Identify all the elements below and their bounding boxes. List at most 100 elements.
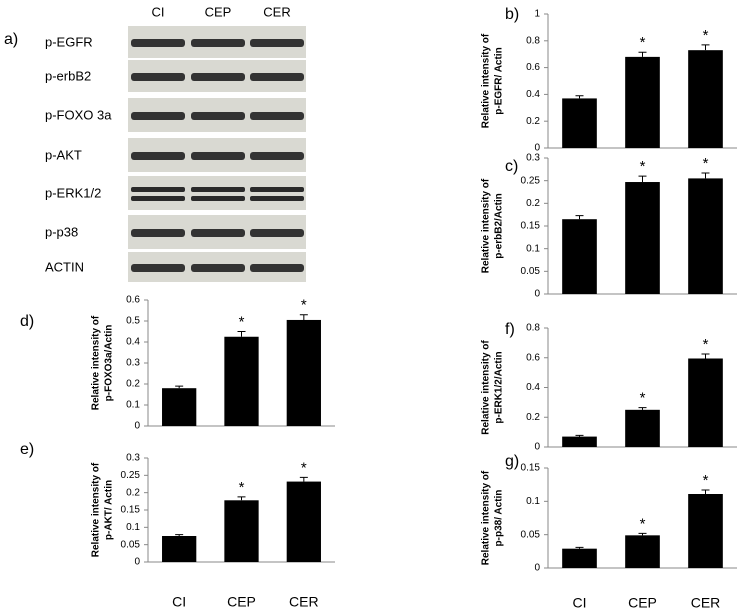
bar xyxy=(688,358,723,447)
significance-mark: * xyxy=(239,479,245,496)
y-tick-label: 0.3 xyxy=(526,153,540,164)
error-bar xyxy=(175,534,184,536)
error-bar xyxy=(638,175,647,183)
x-tick-label: CER xyxy=(289,594,319,610)
bar xyxy=(562,219,597,294)
bar xyxy=(562,436,597,447)
y-tick-label: 0.2 xyxy=(526,412,540,423)
error-bar xyxy=(575,95,584,99)
bar xyxy=(625,56,660,148)
significance-mark: * xyxy=(703,27,709,44)
row-label: p-FOXO 3a xyxy=(45,107,112,122)
error-bar xyxy=(575,215,584,220)
y-tick-label: 0.2 xyxy=(126,487,140,498)
blot-band xyxy=(250,196,304,201)
panel-label: c) xyxy=(505,158,518,175)
bar xyxy=(286,481,321,562)
row-label: p-ERK1/2 xyxy=(45,185,101,200)
blot-band xyxy=(250,264,304,272)
y-tick-label: 0.05 xyxy=(521,266,541,277)
y-tick-label: 0.2 xyxy=(526,198,540,209)
panel-label: d) xyxy=(20,313,34,330)
blot-band xyxy=(131,264,185,272)
y-axis-label: p-ERK1/2/Actin xyxy=(494,351,505,423)
blot-band xyxy=(191,112,245,120)
y-tick-label: 0.5 xyxy=(126,316,140,327)
significance-mark: * xyxy=(640,390,646,407)
lane-label: CER xyxy=(263,4,290,19)
bar xyxy=(224,336,259,426)
bar xyxy=(625,182,660,294)
error-bar xyxy=(638,532,647,536)
bar xyxy=(625,409,660,447)
significance-mark: * xyxy=(703,472,709,489)
blot-band xyxy=(131,112,185,120)
significance-mark: * xyxy=(640,34,646,51)
error-bar xyxy=(638,51,647,57)
y-tick-label: 0.1 xyxy=(126,400,140,411)
blot-strip xyxy=(128,176,306,210)
x-tick-label: CI xyxy=(573,595,587,611)
y-tick-label: 0 xyxy=(534,442,540,453)
significance-mark: * xyxy=(301,297,307,314)
bar xyxy=(688,178,723,294)
blot-band xyxy=(131,152,185,160)
blot-band xyxy=(250,39,304,47)
significance-mark: * xyxy=(301,459,307,476)
blot-band xyxy=(191,73,245,81)
blot-band xyxy=(191,264,245,272)
y-tick-label: 0.3 xyxy=(126,453,140,464)
blot-band xyxy=(191,187,245,192)
row-label: p-erbB2 xyxy=(45,68,91,83)
y-tick-label: 0.3 xyxy=(126,358,140,369)
significance-mark: * xyxy=(640,158,646,175)
y-tick-label: 0 xyxy=(534,289,540,300)
significance-mark: * xyxy=(703,155,709,172)
row-label: p-p38 xyxy=(45,224,78,239)
blot-band xyxy=(131,229,185,237)
error-bar xyxy=(701,172,710,179)
lane-label: CI xyxy=(152,4,165,19)
y-tick-label: 0.1 xyxy=(126,522,140,533)
blot-band xyxy=(250,187,304,192)
y-axis-label: Relative intensity of xyxy=(481,340,492,435)
error-bar xyxy=(575,546,584,549)
y-axis-label: Relative intensity of xyxy=(91,462,102,557)
y-tick-label: 0.15 xyxy=(521,221,541,232)
lane-label: CEP xyxy=(205,4,232,19)
error-bar xyxy=(237,331,246,337)
error-bar xyxy=(701,489,710,494)
y-tick-label: 0 xyxy=(534,143,540,154)
y-axis-label: p-FOXO3a/Actin xyxy=(104,325,115,402)
error-bar xyxy=(701,44,710,51)
significance-mark: * xyxy=(703,336,709,353)
y-tick-label: 0 xyxy=(534,563,540,574)
bar xyxy=(162,536,197,562)
bar xyxy=(688,494,723,568)
panel-label: g) xyxy=(505,453,519,470)
error-bar xyxy=(575,434,584,437)
bar xyxy=(562,548,597,568)
row-label: p-AKT xyxy=(45,147,82,162)
y-tick-label: 0.4 xyxy=(126,337,140,348)
blot-band xyxy=(250,229,304,237)
error-bar xyxy=(701,353,710,359)
y-tick-label: 0.1 xyxy=(526,496,540,507)
y-tick-label: 0.8 xyxy=(526,35,540,46)
panel-label: e) xyxy=(20,441,34,458)
bar xyxy=(286,319,321,426)
x-tick-label: CEP xyxy=(227,594,256,610)
blot-band xyxy=(191,229,245,237)
y-tick-label: 0.6 xyxy=(126,295,140,306)
significance-mark: * xyxy=(640,515,646,532)
bar xyxy=(162,388,197,426)
x-tick-label: CI xyxy=(172,594,186,610)
y-tick-label: 0.4 xyxy=(526,89,540,100)
x-tick-label: CER xyxy=(691,595,721,611)
y-axis-label: Relative intensity of xyxy=(481,178,492,273)
blot-band xyxy=(250,112,304,120)
y-tick-label: 0.2 xyxy=(526,116,540,127)
y-tick-label: 0.2 xyxy=(126,379,140,390)
y-tick-label: 0.25 xyxy=(121,470,141,481)
error-bar xyxy=(237,496,246,501)
